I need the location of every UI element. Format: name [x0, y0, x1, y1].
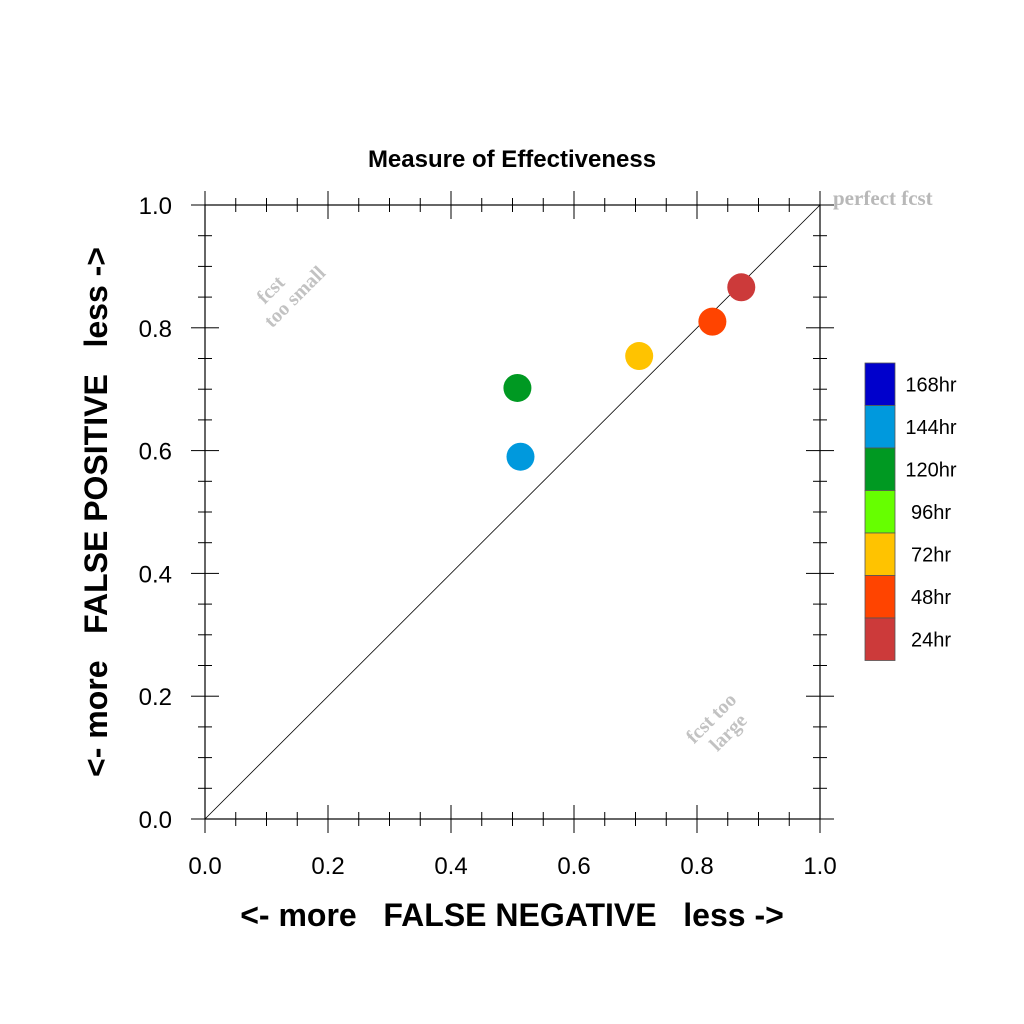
annotation-perfect-fcst: perfect fcst [833, 186, 933, 210]
y-tick-label: 0.4 [139, 561, 172, 588]
y-tick-label: 0.8 [139, 316, 172, 343]
legend-swatch-168hr [864, 362, 896, 406]
annotation-fcst-too-small: fcst too small [253, 262, 331, 332]
legend-label-96hr: 96hr [911, 502, 951, 524]
legend-label-120hr: 120hr [905, 459, 956, 481]
data-points [503, 273, 756, 471]
legend-swatch-48hr [864, 575, 896, 619]
x-tick-label: 0.6 [557, 853, 590, 880]
x-tick-label: 1.0 [803, 853, 836, 880]
y-tick-label: 1.0 [139, 193, 172, 220]
annotation-fcst-too-large: fcst too large [682, 689, 752, 756]
legend-label-72hr: 72hr [911, 544, 951, 566]
y-tick-label: 0.6 [139, 439, 172, 466]
legend-label-168hr: 168hr [905, 374, 956, 396]
chart-title: Measure of Effectiveness [368, 146, 656, 173]
axis-ticks [191, 191, 834, 833]
legend-swatch-24hr [864, 617, 896, 661]
data-point-48hr [698, 307, 727, 336]
x-tick-label: 0.2 [311, 853, 344, 880]
legend-swatch-120hr [864, 447, 896, 491]
tick-labels: 0.0 0.2 0.4 0.6 0.8 1.0 0.0 0.2 0.4 0.6 0.8 1.0 [139, 193, 837, 880]
plot-frame [204, 204, 821, 820]
data-point-72hr [625, 342, 654, 371]
reference-diagonal [204, 204, 821, 820]
y-tick-label: 0.0 [139, 807, 172, 834]
data-point-120hr [503, 373, 532, 402]
legend: 168hr 144hr 120hr 96hr 72hr 48hr 24hr [864, 362, 957, 661]
legend-label-24hr: 24hr [911, 629, 951, 651]
data-point-144hr [506, 442, 535, 471]
x-tick-label: 0.8 [680, 853, 713, 880]
legend-swatch-96hr [864, 490, 896, 534]
legend-label-144hr: 144hr [905, 417, 956, 439]
y-axis-label: <- more FALSE POSITIVE less -> [78, 247, 114, 777]
data-point-24hr [727, 273, 756, 302]
x-tick-label: 0.4 [434, 853, 467, 880]
x-tick-label: 0.0 [188, 853, 221, 880]
x-axis-label: <- more FALSE NEGATIVE less -> [240, 897, 784, 933]
legend-swatch-144hr [864, 405, 896, 449]
legend-swatch-72hr [864, 532, 896, 576]
legend-label-48hr: 48hr [911, 587, 951, 609]
y-tick-label: 0.2 [139, 684, 172, 711]
